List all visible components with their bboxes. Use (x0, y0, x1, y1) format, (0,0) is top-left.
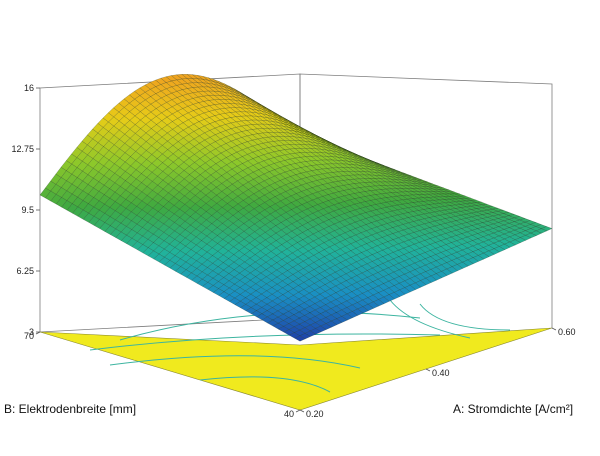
z-tick-label: 9.5 (21, 205, 34, 215)
x-tick-mark (299, 409, 305, 413)
surface-cell (294, 335, 306, 342)
x-tick-label: 0.60 (558, 327, 576, 337)
x-tick-mark (425, 368, 431, 372)
y-axis-title: B: Elektrodenbreite [mm] (4, 402, 136, 416)
x-tick-mark (551, 327, 557, 331)
y-tick-mark (35, 331, 41, 335)
y-tick-label: 40 (284, 409, 294, 419)
response-surface (39, 74, 553, 342)
y-tick-mark (295, 409, 301, 413)
z-tick-label: 16 (24, 83, 34, 93)
floor-base (39, 327, 553, 411)
floor-contour (199, 376, 331, 393)
z-tick-label: 12.75 (11, 144, 34, 154)
z-tick-label: 6.25 (16, 266, 34, 276)
x-tick-label: 0.20 (306, 409, 324, 419)
floor-contour (89, 333, 441, 351)
floor-contour (389, 299, 471, 339)
tick-layer: 3 6.25 9.5 12.75 16 0.20 0.40 0.60 40 70 (11, 83, 575, 419)
floor-contour (109, 355, 361, 369)
x-axis-title: A: Stromdichte [A/cm²] (453, 402, 573, 416)
y-tick-label: 70 (24, 331, 34, 341)
floor-contour (419, 303, 511, 331)
z-tick-label: 3 (29, 327, 34, 337)
x-tick-label: 0.40 (432, 368, 450, 378)
